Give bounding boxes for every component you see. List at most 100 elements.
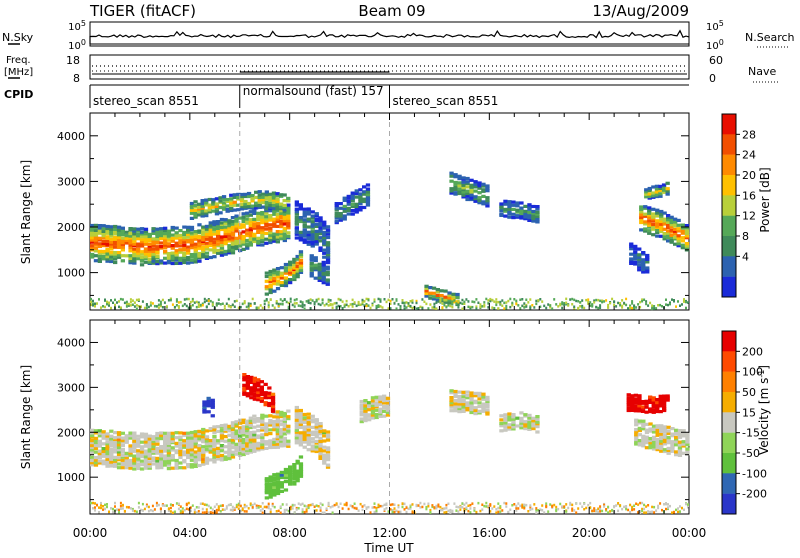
heatmap-cell (230, 236, 236, 240)
heatmap-cell (385, 410, 391, 414)
heatmap-cell (294, 436, 299, 440)
ground-scatter-cell (617, 502, 620, 505)
heatmap-cell (248, 238, 253, 242)
heatmap-cell (216, 457, 221, 461)
heatmap-cell (151, 445, 156, 449)
heatmap-cell (365, 195, 371, 199)
heatmap-cell (431, 295, 437, 299)
heatmap-cell (221, 197, 227, 201)
heatmap-cell (208, 458, 213, 462)
heatmap-cell (212, 255, 217, 259)
ground-scatter-cell (449, 304, 452, 308)
ground-scatter-cell (114, 501, 116, 505)
heatmap-cell (239, 207, 245, 211)
heatmap-cell (116, 462, 122, 466)
heatmap-cell (523, 213, 528, 217)
ground-scatter-cell (90, 297, 92, 301)
heatmap-cell (654, 187, 660, 191)
ground-scatter-cell (159, 510, 162, 513)
heatmap-cell (294, 413, 299, 417)
ground-scatter-cell (189, 506, 192, 509)
heatmap-cell (322, 236, 327, 240)
ground-scatter-cell (439, 300, 442, 303)
heatmap-cell (640, 405, 646, 409)
heatmap-cell (279, 473, 284, 477)
heatmap-cell (227, 438, 232, 442)
heatmap-cell (318, 422, 323, 426)
heatmap-cell (457, 405, 462, 409)
heatmap-cell (234, 214, 239, 218)
heatmap-cell (363, 411, 368, 415)
heatmap-cell (286, 216, 291, 220)
heatmap-cell (230, 450, 236, 454)
heatmap-cell (302, 428, 307, 432)
ground-scatter-cell (425, 505, 428, 509)
heatmap-cell (637, 406, 642, 410)
ground-scatter-cell (311, 502, 314, 506)
ground-scatter-cell (110, 299, 112, 302)
heatmap-cell (105, 226, 110, 231)
heatmap-cell (272, 442, 277, 446)
heatmap-cell (216, 220, 221, 224)
heatmap-cell (317, 276, 322, 280)
heatmap-cell (193, 437, 198, 441)
heatmap-cell (670, 444, 675, 448)
heatmap-cell (673, 227, 678, 232)
heatmap-cell (105, 459, 110, 463)
ground-scatter-cell (119, 504, 122, 508)
heatmap-cell (178, 235, 183, 239)
heatmap-cell (275, 232, 280, 236)
heatmap-cell (241, 225, 246, 229)
heatmap-cell (651, 398, 656, 402)
heatmap-cell (279, 266, 284, 270)
heatmap-cell (159, 241, 164, 245)
ground-scatter-cell (191, 304, 194, 307)
heatmap-cell (654, 190, 660, 194)
ground-scatter-cell (102, 305, 104, 308)
heatmap-cell (481, 402, 486, 406)
heatmap-cell (641, 442, 646, 446)
ground-scatter-cell (411, 301, 414, 304)
heatmap-cell (647, 189, 652, 193)
heatmap-cell (212, 237, 217, 241)
heatmap-cell (527, 207, 532, 211)
ground-scatter-cell (329, 302, 332, 306)
ground-scatter-cell (125, 300, 128, 304)
ground-scatter-cell (623, 505, 626, 509)
heatmap-cell (298, 455, 304, 459)
heatmap-cell (292, 477, 297, 481)
ground-scatter-cell (108, 510, 110, 513)
heatmap-cell (641, 270, 646, 274)
ground-scatter-cell (651, 505, 654, 509)
heatmap-cell (271, 204, 277, 208)
heatmap-cell (132, 449, 137, 453)
ground-scatter-cell (517, 507, 520, 510)
ground-scatter-cell (151, 504, 154, 508)
ground-scatter-cell (465, 507, 468, 511)
heatmap-cell (189, 216, 195, 220)
heatmap-cell (669, 223, 674, 227)
ground-scatter-cell (397, 303, 400, 306)
heatmap-cell (163, 454, 168, 458)
heatmap-cell (677, 451, 683, 455)
heatmap-cell (159, 457, 164, 461)
heatmap-cell (189, 453, 195, 457)
heatmap-cell (189, 208, 195, 212)
ground-scatter-cell (639, 305, 642, 309)
heatmap-cell (241, 215, 246, 219)
heatmap-cell (124, 436, 129, 440)
heatmap-cell (302, 430, 307, 434)
heatmap-cell (651, 437, 657, 441)
heatmap-cell (264, 227, 269, 231)
heatmap-cell (143, 235, 149, 239)
ground-scatter-cell (189, 300, 192, 304)
ground-scatter-cell (485, 505, 488, 508)
heatmap-cell (531, 211, 536, 215)
heatmap-cell (178, 261, 183, 265)
heatmap-cell (219, 221, 225, 225)
heatmap-cell (201, 437, 206, 441)
heatmap-cell (230, 435, 236, 439)
ground-scatter-cell (427, 307, 430, 310)
colorbar-tick-label: 4 (742, 250, 749, 263)
heatmap-cell (143, 229, 149, 233)
